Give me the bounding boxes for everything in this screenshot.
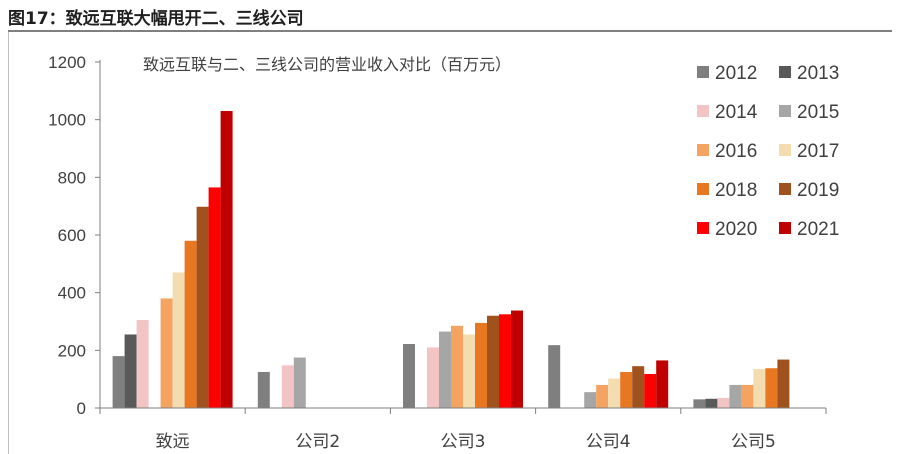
bar-2013 (124, 334, 137, 408)
left-border (8, 32, 9, 454)
bar-2012 (548, 345, 561, 408)
bar-2013 (705, 398, 718, 408)
legend: 2012 2013 2014 2015 2016 2017 2018 2019 2020 2021 (697, 63, 839, 240)
legend-label: 2019 (797, 180, 839, 201)
y-tick-label: 800 (58, 168, 86, 187)
bar-2019 (487, 315, 499, 408)
bar-2016 (741, 384, 754, 408)
bar-2017 (463, 334, 475, 408)
legend-swatch (779, 144, 791, 156)
bar-2019 (632, 366, 645, 408)
legend-label: 2015 (797, 102, 839, 123)
legend-swatch (779, 66, 791, 78)
bar-2016 (160, 298, 173, 408)
bar-2020 (208, 187, 221, 408)
legend-swatch (779, 105, 791, 117)
bar-2019 (777, 359, 790, 408)
bar-2016 (596, 384, 609, 408)
legend-swatch (779, 183, 791, 195)
bar-2015 (729, 384, 742, 408)
bar-2015 (293, 357, 306, 408)
title-rule (8, 30, 892, 32)
y-axis: 0 200 400 600 800 1000 1200 (48, 53, 101, 418)
bar-2017 (172, 272, 185, 408)
legend-label: 2020 (715, 219, 757, 240)
bar-2018 (620, 371, 633, 408)
legend-label: 2013 (797, 63, 839, 84)
bar-2017 (753, 369, 766, 408)
bar-2018 (475, 322, 487, 408)
bar-2020 (499, 314, 511, 408)
legend-label: 2016 (715, 141, 757, 162)
bar-2012 (257, 371, 270, 408)
x-category-label: 公司5 (731, 432, 776, 452)
x-category-label: 致远 (156, 432, 190, 452)
bar-2012 (693, 399, 706, 408)
y-tick-label: 1200 (48, 53, 86, 72)
bar-2014 (136, 320, 149, 408)
legend-swatch (697, 222, 709, 234)
figure-title: 图17：致远互联大幅甩开二、三线公司 (8, 9, 304, 29)
y-tick-label: 1000 (48, 111, 86, 130)
bar-2014 (427, 347, 439, 408)
legend-label: 2014 (715, 102, 758, 123)
legend-label: 2017 (797, 141, 839, 162)
bar-2021 (220, 111, 233, 409)
legend-label: 2012 (715, 63, 757, 84)
bar-2012 (112, 356, 125, 408)
bar-2018 (765, 368, 778, 408)
legend-swatch (697, 144, 709, 156)
bars (112, 111, 790, 409)
bar-2015 (439, 331, 451, 408)
y-tick-label: 200 (58, 341, 86, 360)
bar-2019 (196, 206, 209, 408)
x-axis: 致远 公司2 公司3 公司4 公司5 (99, 407, 827, 452)
bar-2014 (717, 397, 730, 408)
legend-label: 2021 (797, 219, 839, 240)
y-tick-label: 600 (58, 226, 86, 245)
legend-label: 2018 (715, 180, 757, 201)
legend-swatch (697, 66, 709, 78)
y-tick-label: 0 (77, 399, 86, 418)
x-category-label: 公司4 (586, 432, 631, 452)
legend-swatch (697, 183, 709, 195)
bar-2014 (281, 365, 294, 408)
bar-2016 (451, 325, 463, 408)
bar-2017 (608, 378, 621, 408)
bar-2021 (656, 360, 669, 408)
x-category-label: 公司3 (441, 432, 486, 452)
bar-2020 (644, 373, 657, 408)
x-category-label: 公司2 (295, 432, 340, 452)
bar-2012 (403, 343, 415, 408)
legend-swatch (779, 222, 791, 234)
legend-swatch (697, 105, 709, 117)
chart-title: 致远互联与二、三线公司的营业收入对比（百万元） (143, 55, 511, 74)
bar-2018 (184, 240, 197, 408)
bar-2021 (511, 310, 523, 408)
bar-2015 (584, 392, 597, 408)
y-tick-label: 400 (58, 284, 86, 303)
